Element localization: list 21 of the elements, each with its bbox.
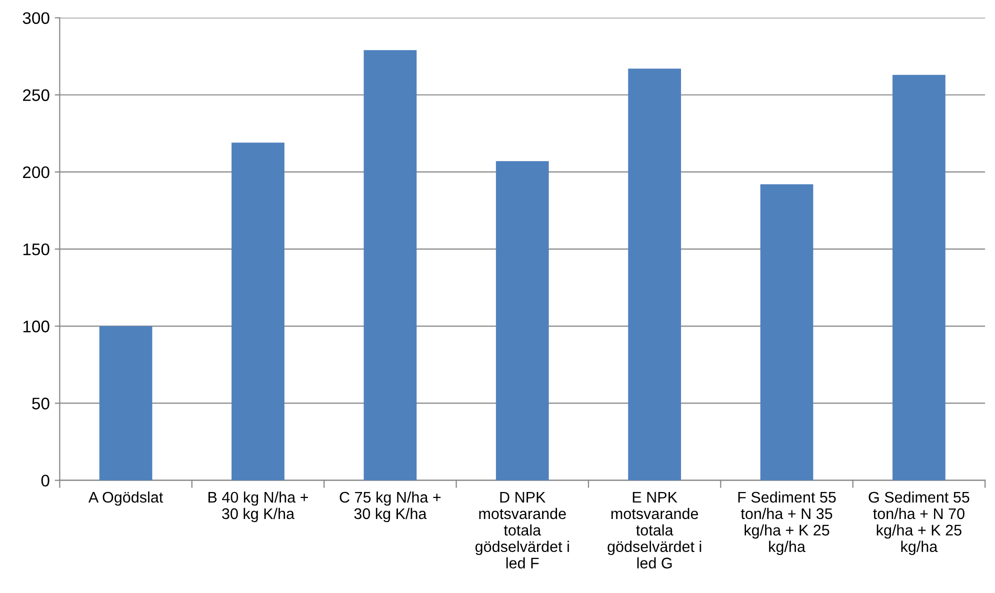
y-tick-label: 0 xyxy=(41,474,50,487)
y-tick-label: 300 xyxy=(22,12,50,24)
bar xyxy=(628,68,682,480)
bar xyxy=(496,161,549,480)
x-tick-label: D NPK motsvarande totala gödselvärdet i led F xyxy=(475,492,569,568)
x-tick-label: C 75 kg N/ha + 30 kg K/ha xyxy=(340,491,441,522)
bar xyxy=(760,184,814,480)
x-tick-label: B 40 kg N/ha + 30 kg K/ha xyxy=(208,491,308,522)
x-tick-label: G Sediment 55 ton/ha + N 70 kg/ha + K 25 kg/ha xyxy=(868,491,970,556)
bar xyxy=(364,50,417,480)
y-tick-label: 50 xyxy=(32,398,50,410)
bar xyxy=(232,142,284,480)
x-tick-label: A Ogödslat xyxy=(88,491,164,506)
bar xyxy=(892,74,946,480)
y-tick-label: 250 xyxy=(23,89,50,102)
x-tick-label: E NPK motsvarande totala gödselvärdet i led G xyxy=(608,492,702,568)
y-tick-label: 100 xyxy=(23,320,50,332)
y-tick-label: 150 xyxy=(23,243,50,256)
x-tick-label: F Sediment 55 ton/ha + N 35 kg/ha + K 25 kg/ha xyxy=(738,491,836,556)
bar xyxy=(99,326,152,480)
y-tick-label: 200 xyxy=(23,166,50,178)
